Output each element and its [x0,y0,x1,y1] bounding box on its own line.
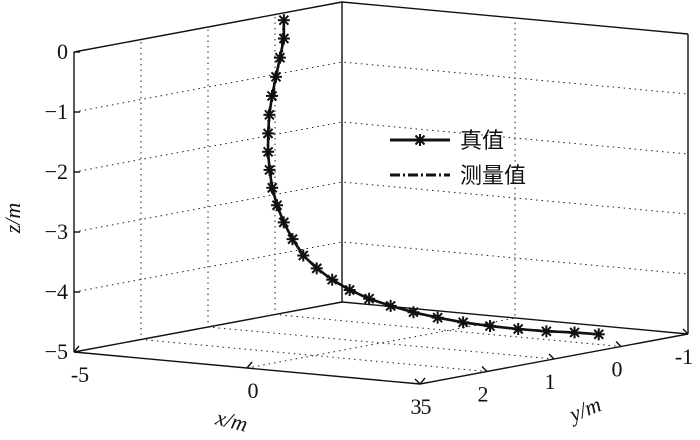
grid-line-x-1 [140,39,488,372]
legend-label-series-2: 测量值 [460,164,526,189]
x-tick-label-2: 1 [545,369,556,394]
x-tick-label-0: 3 [411,394,422,419]
y-axis-label: y/m [564,392,605,428]
series-line-1 [266,20,599,336]
series-1-marker-19 [407,306,420,319]
x-tick-mark-4 [682,328,689,335]
x-axis-label: x/m [212,405,250,437]
box-edge-8 [341,1,689,35]
z-tick-label-5: −5 [45,339,68,364]
grid-line-z-1 [73,61,689,113]
series-1-marker-11 [277,216,290,229]
grid-line-x-3 [274,14,622,347]
series-1-marker-5 [263,108,276,121]
series-line-2 [265,21,599,335]
grid-line-z-4 [73,241,689,293]
y-tick-mark-2 [73,345,80,353]
y-tick-mark-1 [246,361,253,369]
series-1-marker-1 [277,32,290,45]
x-tick-mark-3 [615,341,622,347]
series-1-marker-22 [483,320,496,333]
x-tick-mark-2 [548,353,555,360]
grid-line-z-3 [73,181,689,233]
x-tick-label-1: 2 [478,382,489,407]
y-tick-label-1: 0 [248,378,259,403]
grid-line-y-1 [246,18,516,369]
series-1-marker-21 [457,316,470,329]
series-1-marker-8 [263,163,276,176]
grid-line-x-2 [207,27,555,360]
grid-line-z-2 [73,121,689,173]
y-tick-label-2: -5 [71,362,89,387]
z-axis-label: z/m [0,203,25,235]
box-edge-7 [73,1,343,53]
x-tick-label-3: 0 [612,357,623,382]
legend-marker-series-1 [414,134,426,146]
axes-box [73,1,689,385]
grid-lines [73,14,689,372]
box-edge-0 [73,301,343,353]
series-1-marker-13 [297,249,310,262]
x-tick-label-4: -1 [675,344,693,369]
z-tick-label-3: −3 [45,219,68,244]
legend: 真值 测量值 [390,129,526,189]
y-tick-label-0: 5 [421,394,432,419]
z-tick-label-2: −2 [45,159,68,184]
series-1-marker-6 [262,127,275,140]
data-series [262,14,605,341]
x-tick-mark-1 [481,366,488,372]
x-tick-mark-0 [414,378,421,385]
z-tick-label-1: −1 [45,99,68,124]
tick-labels: 0 −1 −2 −3 −4 −5 3 2 1 0 -1 5 0 -5 [45,39,694,419]
z-tick-label-4: −4 [45,279,68,304]
series-1-marker-10 [271,199,283,212]
z-tick-label-0: 0 [57,39,68,64]
legend-label-series-1: 真值 [460,129,504,154]
y-tick-mark-0 [419,377,426,385]
series-1-marker-18 [384,299,397,312]
